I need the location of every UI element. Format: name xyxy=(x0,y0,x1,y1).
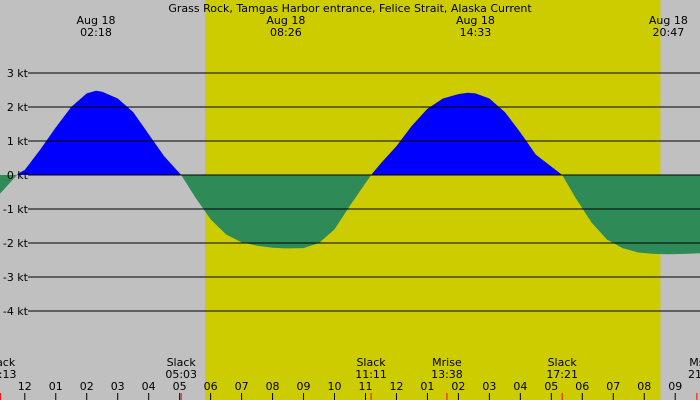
event-label: Mrise xyxy=(432,356,462,369)
hour-tick-label: 12 xyxy=(389,380,403,393)
flood-area xyxy=(371,92,563,175)
hour-tick-label: 10 xyxy=(328,380,342,393)
hour-tick-label: 09 xyxy=(668,380,682,393)
current-areas xyxy=(0,90,700,255)
top-date-label: Aug 18 xyxy=(266,14,305,27)
hour-tick-label: 07 xyxy=(235,380,249,393)
y-tick-label: -4 kt xyxy=(3,305,29,318)
y-tick-label: 0 kt xyxy=(7,169,29,182)
event-time-label: 17:21 xyxy=(546,368,578,381)
top-time-label: 08:26 xyxy=(270,26,302,39)
event-time-label: 21: xyxy=(688,368,700,381)
hour-tick-label: 12 xyxy=(18,380,32,393)
y-tick-label: -2 kt xyxy=(3,237,29,250)
top-time-label: 14:33 xyxy=(460,26,492,39)
y-tick-label: -3 kt xyxy=(3,271,29,284)
hour-tick-label: 03 xyxy=(111,380,125,393)
hour-tick-label: 04 xyxy=(142,380,156,393)
event-label: Ms xyxy=(689,356,700,369)
hour-tick-label: 02 xyxy=(451,380,465,393)
hour-tick-label: 08 xyxy=(637,380,651,393)
ebb-area xyxy=(0,175,17,194)
hour-tick-label: 11 xyxy=(358,380,372,393)
top-time-label: 02:18 xyxy=(80,26,112,39)
gridlines xyxy=(28,72,700,312)
hour-tick-label: 08 xyxy=(266,380,280,393)
event-label: Slack xyxy=(356,356,386,369)
top-date-label: Aug 18 xyxy=(456,14,495,27)
hour-tick-label: 03 xyxy=(482,380,496,393)
top-date-label: Aug 18 xyxy=(649,14,688,27)
hour-tick-label: 01 xyxy=(420,380,434,393)
y-tick-label: 3 kt xyxy=(7,67,29,80)
y-tick-label: -1 kt xyxy=(3,203,29,216)
hour-tick-label: 06 xyxy=(204,380,218,393)
y-tick-label: 2 kt xyxy=(7,101,29,114)
hour-tick-label: 05 xyxy=(173,380,187,393)
event-labels: Slack23:13Slack05:03Slack11:11Mrise13:38… xyxy=(0,356,700,400)
hour-tick-label: 09 xyxy=(297,380,311,393)
hour-tick-label: 11 xyxy=(0,380,1,393)
hour-tick-label: 01 xyxy=(49,380,63,393)
hour-axis: 11 12 01 02 03 04 05 06 07 08 09 10 11 12 01 02 03 04 05 06… xyxy=(0,380,682,400)
y-tick-label: 1 kt xyxy=(7,135,29,148)
hour-tick-label: 04 xyxy=(513,380,527,393)
hour-tick-label: 02 xyxy=(80,380,94,393)
event-time-label: 13:38 xyxy=(431,368,463,381)
hour-tick-label: 06 xyxy=(575,380,589,393)
top-date-label: Aug 18 xyxy=(77,14,116,27)
hour-tick-label: 07 xyxy=(606,380,620,393)
hour-tick-label: 05 xyxy=(544,380,558,393)
event-label: Slack xyxy=(0,356,16,369)
chart-title: Grass Rock, Tamgas Harbor entrance, Feli… xyxy=(168,2,532,15)
ebb-area xyxy=(181,175,372,249)
event-label: Slack xyxy=(548,356,578,369)
event-time-label: 11:11 xyxy=(355,368,387,381)
y-axis-labels: 3 kt 2 kt 1 kt 0 kt -1 kt -2 kt -3 kt -4 kt xyxy=(3,67,29,318)
top-time-label: 20:47 xyxy=(653,26,685,39)
event-time-label: 23:13 xyxy=(0,368,16,381)
event-time-label: 05:03 xyxy=(165,368,197,381)
event-label: Slack xyxy=(167,356,197,369)
flood-area xyxy=(17,90,182,175)
ebb-area xyxy=(562,175,700,255)
